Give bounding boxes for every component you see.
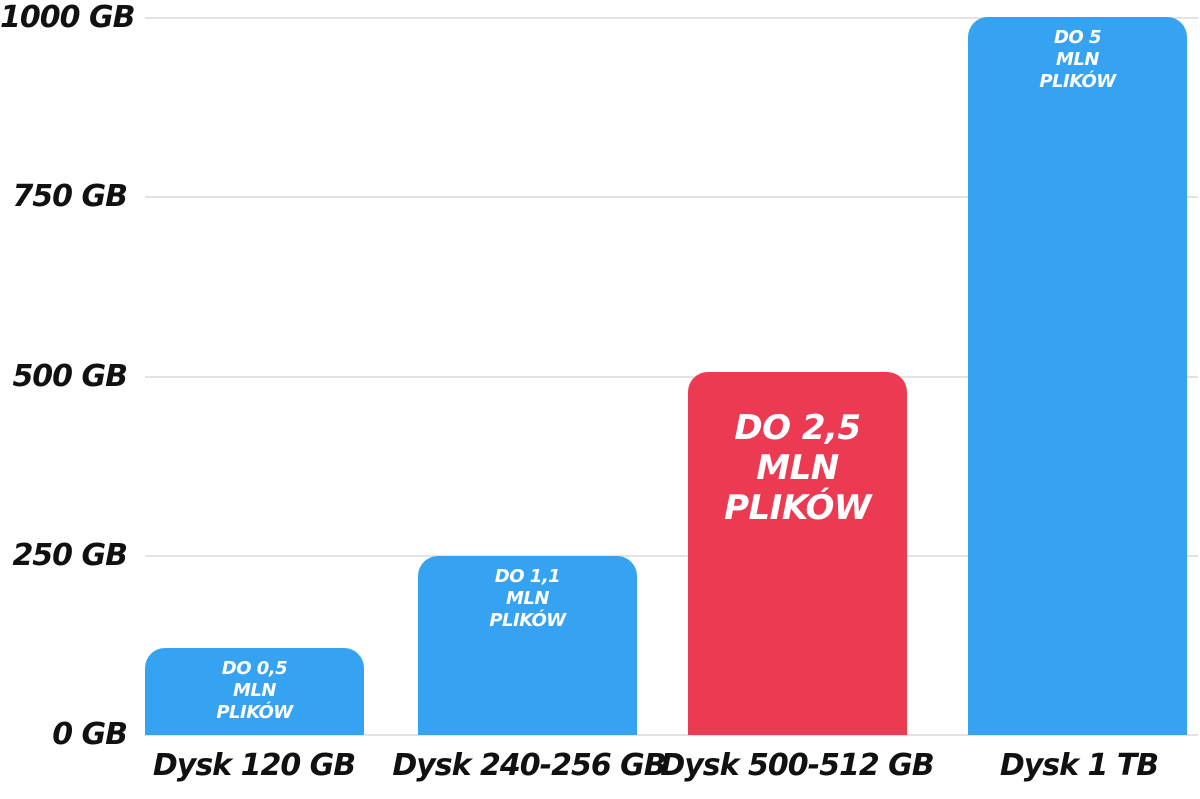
bar-value-label: DO 5 MLN PLIKÓW — [1039, 27, 1116, 92]
bar-dysk-120-gb: DO 0,5 MLN PLIKÓW — [145, 647, 364, 735]
y-axis-tick-label: 500 GB — [12, 358, 128, 394]
gridline-250gb — [145, 554, 1198, 557]
bar-value-label: DO 1,1 MLN PLIKÓW — [489, 566, 566, 632]
gridline-1000gb — [145, 17, 1198, 19]
x-axis-category-label: Dysk 500-512 GB — [660, 748, 934, 783]
x-axis-category-label: Dysk 240-256 GB — [392, 748, 666, 783]
y-axis-tick-label: 1000 GB — [0, 0, 135, 35]
y-axis-tick-label: 250 GB — [12, 537, 128, 573]
bar-value-label: DO 0,5 MLN PLIKÓW — [216, 657, 293, 723]
x-axis-category-label: Dysk 120 GB — [152, 748, 356, 783]
gridline-500gb — [145, 375, 1198, 378]
bar-value-label: DO 2,5 MLN PLIKÓW — [724, 407, 871, 528]
y-axis-tick-label: 750 GB — [12, 179, 128, 215]
x-axis-category-label: Dysk 1 TB — [999, 748, 1159, 783]
bar-dysk-500-512-gb: DO 2,5 MLN PLIKÓW — [688, 371, 907, 735]
bar-dysk-240-256-gb: DO 1,1 MLN PLIKÓW — [418, 556, 637, 735]
y-axis-tick-label: 0 GB — [52, 717, 128, 752]
gridline-750gb — [145, 196, 1198, 199]
bar-dysk-1-tb: DO 5 MLN PLIKÓW — [968, 17, 1187, 735]
gridline-0gb — [145, 734, 1198, 736]
